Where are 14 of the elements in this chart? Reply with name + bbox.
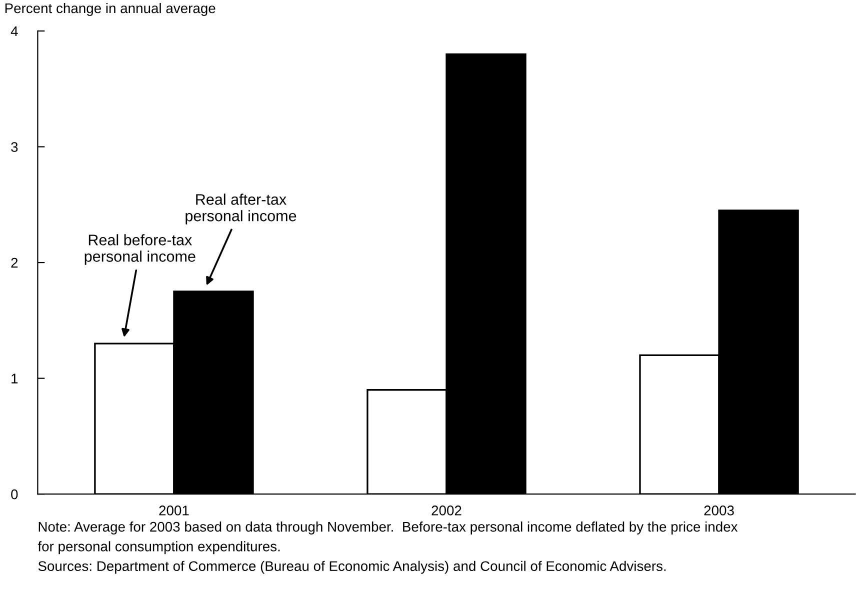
- text: for personal consumption expenditures.: [38, 541, 280, 554]
- source-note: Sources: Department of Commerce (Bureau of Economic Analysis) and Council of Economic Advisers.: [38, 560, 666, 574]
- y-tick-label: 4: [10, 26, 18, 36]
- y-tick-label: 3: [11, 142, 18, 152]
- text: Real after-tax personal income: [186, 194, 296, 224]
- x-tick-label: 2003: [704, 506, 734, 516]
- x-tick-label: 2002: [432, 506, 462, 516]
- y-axis-title: Percent change in annual average: [5, 2, 216, 16]
- y-tick-label: 1: [12, 374, 18, 384]
- y-tick-label: 0: [11, 489, 18, 500]
- text: Note: Average for 2003 based on data through November. Before-tax personal income deflated by the price index: [38, 522, 738, 534]
- text: Real before-tax personal income: [84, 234, 196, 265]
- x-tick-label: 2001: [159, 506, 189, 516]
- y-tick-label: 2: [11, 258, 18, 268]
